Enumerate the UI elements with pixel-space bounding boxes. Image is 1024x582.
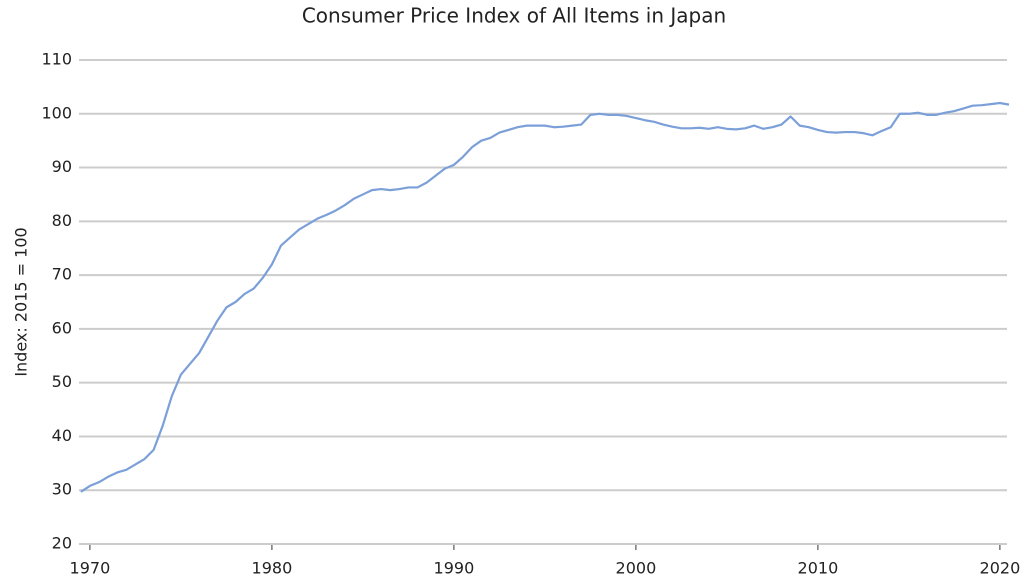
x-tick-label: 1980 bbox=[252, 559, 293, 578]
x-tick-label: 2020 bbox=[980, 559, 1021, 578]
x-tick-label: 1990 bbox=[434, 559, 475, 578]
y-tick-label: 30 bbox=[52, 480, 72, 499]
y-tick-label: 110 bbox=[41, 50, 72, 69]
line bbox=[80, 101, 1010, 493]
y-tick-label: 80 bbox=[52, 211, 72, 230]
y-axis-label: Index: 2015 = 100 bbox=[12, 227, 31, 376]
x-tick-label: 2010 bbox=[798, 559, 839, 578]
x-tick-label: 2000 bbox=[616, 559, 657, 578]
y-tick-label: 50 bbox=[52, 372, 72, 391]
y-tick-label: 70 bbox=[52, 265, 72, 284]
y-tick-label: 60 bbox=[52, 318, 72, 337]
y-tick-label: 100 bbox=[41, 103, 72, 122]
y-tick-label: 40 bbox=[52, 426, 72, 445]
y-tick-label: 90 bbox=[52, 157, 72, 176]
y-tick-label: 20 bbox=[52, 534, 72, 553]
chart-title: Consumer Price Index of All Items in Jap… bbox=[302, 4, 726, 28]
x-tick-label: 1970 bbox=[70, 559, 111, 578]
